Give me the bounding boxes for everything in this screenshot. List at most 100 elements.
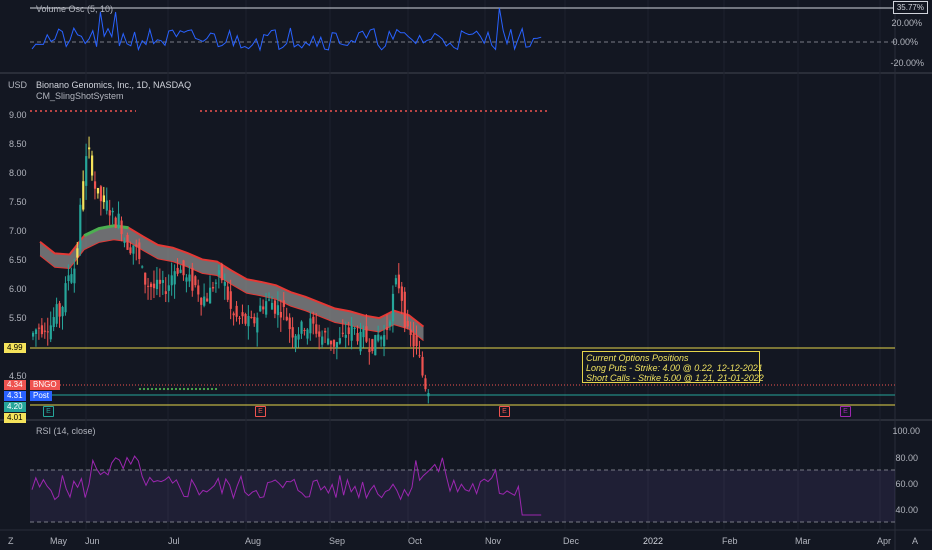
candle-body	[214, 282, 218, 284]
earnings-marker-icon[interactable]: E	[840, 406, 851, 417]
candle-body	[306, 329, 309, 339]
symbol-title[interactable]: Bionano Genomics, Inc., 1D, NASDAQ	[36, 80, 192, 90]
candle-body	[117, 213, 120, 228]
candle-body	[259, 305, 262, 312]
candle-body	[383, 335, 386, 347]
price-tick-450: 4.50	[9, 371, 27, 381]
candle-body	[421, 356, 424, 376]
signal-dot	[202, 387, 206, 391]
time-label-may: May	[50, 536, 68, 546]
candle-body	[40, 325, 44, 335]
candle-body	[161, 280, 164, 283]
candle-body	[377, 334, 380, 341]
candle-body	[99, 186, 103, 202]
candle-body	[427, 393, 430, 397]
time-label-jul: Jul	[168, 536, 180, 546]
candle-body	[138, 242, 141, 259]
candle-body	[52, 317, 55, 328]
candle-body	[250, 317, 253, 319]
candle-body	[46, 331, 49, 333]
time-label-aug: Aug	[245, 536, 262, 546]
candle-body	[120, 220, 123, 235]
candle-body	[412, 333, 415, 347]
volume-osc-line	[31, 7, 542, 52]
candle-body	[418, 355, 421, 357]
time-label-sep: Sep	[329, 536, 346, 546]
candle-body	[188, 274, 191, 282]
candle-body	[73, 268, 76, 284]
candle-body	[37, 327, 41, 329]
candle-body	[34, 329, 38, 334]
rsi-band	[30, 470, 895, 522]
candle-body	[135, 244, 138, 247]
candle-body	[123, 240, 126, 243]
candle-body	[371, 339, 374, 352]
candle-body	[391, 293, 395, 322]
candle-body	[386, 327, 389, 330]
candle-body	[300, 321, 303, 334]
candle-body	[288, 317, 291, 330]
candle-body	[111, 210, 114, 213]
price-tick-750: 7.50	[9, 197, 27, 207]
time-label-2022: 2022	[643, 536, 664, 546]
earnings-marker-icon[interactable]: E	[499, 406, 510, 417]
candle-body	[126, 234, 129, 250]
candle-body	[173, 271, 176, 285]
candle-body	[406, 320, 409, 327]
candle-body	[312, 316, 315, 324]
candle-body	[108, 210, 111, 216]
candle-body	[150, 283, 153, 287]
earnings-marker-icon[interactable]: E	[43, 406, 54, 417]
candle-body	[335, 342, 339, 348]
candle-body	[344, 334, 347, 338]
candle-body	[285, 316, 288, 321]
earnings-marker-icon[interactable]: E	[255, 406, 266, 417]
candle-body	[191, 267, 194, 291]
zoom-icon[interactable]: Z	[8, 536, 14, 546]
rsi-tick-40: 40.00	[895, 505, 918, 515]
candle-body	[268, 299, 271, 301]
candle-body	[226, 286, 229, 300]
candle-body	[247, 316, 250, 327]
candle-body	[397, 274, 400, 289]
price-tick-850: 8.50	[9, 139, 27, 149]
signal-dot	[214, 387, 218, 391]
auto-scale-icon[interactable]: A	[912, 536, 919, 546]
signal-dot	[142, 387, 146, 391]
candle-body	[197, 285, 200, 295]
time-label-jun: Jun	[85, 536, 100, 546]
candle-body	[217, 270, 221, 275]
signal-dot	[166, 387, 170, 391]
signal-dot	[150, 387, 154, 391]
candle-body	[155, 279, 159, 290]
candle-body	[235, 305, 238, 317]
candle-body	[380, 336, 383, 340]
candle-body	[179, 269, 182, 273]
candle-body	[315, 324, 318, 334]
volume-osc-title: Volume Osc (5, 10)	[36, 4, 114, 14]
options-annotation[interactable]: Current Options Positions Long Puts - St…	[582, 351, 764, 383]
candle-body	[132, 245, 135, 254]
annotation-line-1: Long Puts - Strike: 4.00 @ 0.22, 12-12-2…	[586, 363, 763, 373]
candle-body	[256, 317, 259, 333]
candle-body	[105, 200, 108, 211]
price-tick-700: 7.00	[9, 226, 27, 236]
signal-dots	[138, 387, 218, 391]
candle-body	[82, 181, 85, 210]
candle-body	[55, 304, 58, 324]
candle-body	[273, 300, 277, 314]
candle-body	[220, 263, 223, 281]
time-label-feb: Feb	[722, 536, 738, 546]
osc-tick-2: 0.00%	[892, 37, 918, 47]
candle-body	[206, 298, 209, 302]
signal-dot	[198, 387, 202, 391]
osc-tick-1: 20.00%	[891, 18, 922, 28]
candle-body	[182, 260, 185, 276]
candle-body	[96, 188, 100, 194]
indicator-title[interactable]: CM_SlingShotSystem	[36, 91, 124, 101]
candle-body	[321, 336, 324, 345]
signal-dot	[174, 387, 178, 391]
candle-body	[209, 287, 212, 304]
candle-body	[409, 329, 412, 335]
